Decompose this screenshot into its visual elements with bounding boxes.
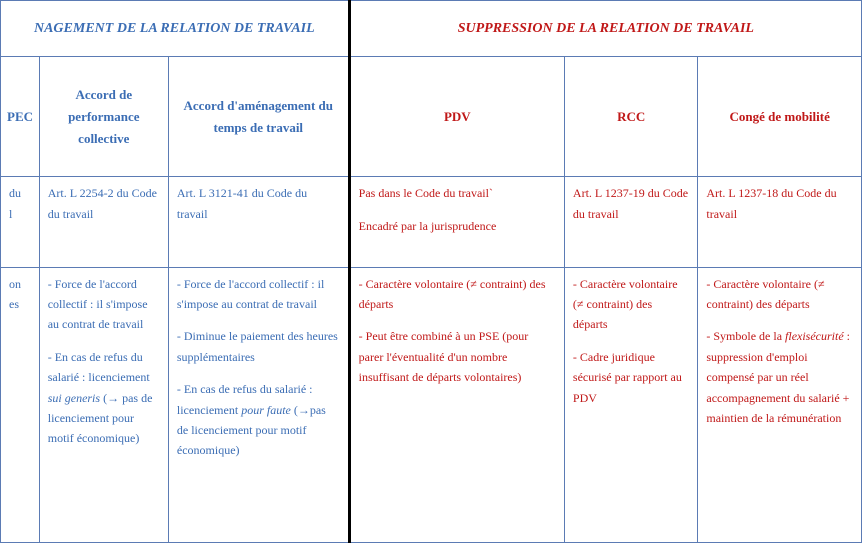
col-header-2: Accord d'aménagement du temps de travail — [168, 57, 349, 177]
cell: Art. L 2254-2 du Code du travail — [39, 177, 168, 267]
text: : suppression d'emploi compensé par un r… — [706, 329, 850, 425]
col-header-4: RCC — [564, 57, 697, 177]
cell-para: - Caractère volontaire (≠ contraint) des… — [359, 274, 556, 315]
cell-para: - En cas de refus du salarié : licenciem… — [177, 379, 340, 461]
cell: - Caractère volontaire (≠ contraint) des… — [698, 267, 862, 542]
italic-text: pour faute — [241, 403, 291, 417]
table-row: du l Art. L 2254-2 du Code du travail Ar… — [1, 177, 862, 267]
italic-text: sui generis — [48, 391, 100, 405]
cell-para: - Peut être combiné à un PSE (pour parer… — [359, 326, 556, 387]
cell-para: - Caractère volontaire (≠ contraint) des… — [706, 274, 853, 315]
cell-para: - En cas de refus du salarié : licenciem… — [48, 347, 160, 449]
cell: du l — [1, 177, 40, 267]
italic-text: flexisécurité — [785, 329, 844, 343]
text: - Symbole de la — [706, 329, 785, 343]
cell-para: - Force de l'accord collectif : il s'imp… — [48, 274, 160, 335]
cell: - Caractère volontaire (≠ contraint) des… — [564, 267, 697, 542]
cell: - Caractère volontaire (≠ contraint) des… — [349, 267, 564, 542]
cell: Pas dans le Code du travail` Encadré par… — [349, 177, 564, 267]
col-header-1: Accord de performance collective — [39, 57, 168, 177]
section-left-title: NAGEMENT DE LA RELATION DE TRAVAIL — [1, 1, 350, 57]
cell-para: - Cadre juridique sécurisé par rapport a… — [573, 347, 689, 408]
comparison-table: NAGEMENT DE LA RELATION DE TRAVAIL SUPPR… — [0, 0, 862, 543]
cell: Art. L 1237-18 du Code du travail — [698, 177, 862, 267]
table-row: on es - Force de l'accord collectif : il… — [1, 267, 862, 542]
cell: on es — [1, 267, 40, 542]
col-header-3: PDV — [349, 57, 564, 177]
section-header-row: NAGEMENT DE LA RELATION DE TRAVAIL SUPPR… — [1, 1, 862, 57]
cell-para: Pas dans le Code du travail` — [359, 183, 556, 203]
column-header-row: PEC Accord de performance collective Acc… — [1, 57, 862, 177]
cell: Art. L 1237-19 du Code du travail — [564, 177, 697, 267]
cell: - Force de l'accord collectif : il s'imp… — [168, 267, 349, 542]
cell-para: - Diminue le paiement des heures supplém… — [177, 326, 340, 367]
text: - En cas de refus du salarié : licenciem… — [48, 350, 150, 384]
cell-para: Encadré par la jurisprudence — [359, 216, 556, 236]
cell-para: - Symbole de la flexisécurité : suppress… — [706, 326, 853, 428]
col-header-5: Congé de mobilité — [698, 57, 862, 177]
section-right-title: SUPPRESSION DE LA RELATION DE TRAVAIL — [349, 1, 861, 57]
col-header-0: PEC — [1, 57, 40, 177]
cell: Art. L 3121-41 du Code du travail — [168, 177, 349, 267]
cell: - Force de l'accord collectif : il s'imp… — [39, 267, 168, 542]
cell-para: - Force de l'accord collectif : il s'imp… — [177, 274, 340, 315]
cell-para: - Caractère volontaire (≠ contraint) des… — [573, 274, 689, 335]
